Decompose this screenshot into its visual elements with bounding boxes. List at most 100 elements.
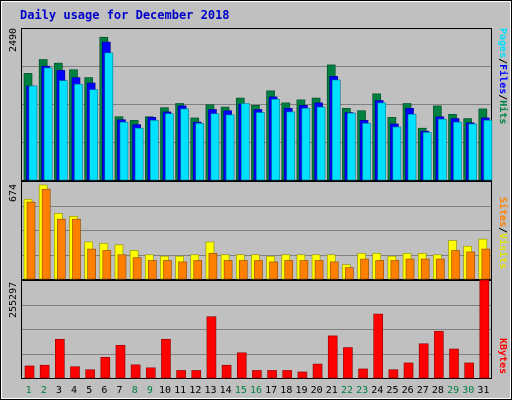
bar-pages: [28, 85, 38, 181]
bar-pages: [256, 112, 265, 181]
top-panel-legend: Pages/Files/Hits: [497, 28, 508, 124]
bar-sites: [466, 251, 475, 280]
panel-frame: [21, 280, 492, 379]
day-label: 19: [295, 385, 307, 396]
bar-pages: [195, 123, 205, 181]
bar-kbytes: [191, 370, 202, 379]
bar-kbytes: [373, 313, 384, 379]
bar-sites: [57, 218, 66, 280]
day-label: 20: [311, 385, 323, 396]
day-label: 12: [189, 385, 201, 396]
bar-sites: [26, 201, 36, 280]
legend-pages: Pages: [497, 28, 508, 59]
day-label: 22: [341, 385, 353, 396]
day-label: 27: [417, 385, 429, 396]
bar-sites: [269, 261, 278, 280]
bar-kbytes: [358, 368, 368, 379]
bar-pages: [240, 103, 250, 181]
bar-kbytes: [343, 347, 353, 379]
day-label: 21: [326, 385, 338, 396]
bar-kbytes: [297, 371, 308, 379]
bar-kbytes: [161, 338, 171, 379]
bar-pages: [43, 67, 53, 181]
bar-sites: [481, 248, 491, 280]
bar-kbytes: [70, 366, 80, 379]
legend-files: Files: [497, 64, 508, 95]
bar-kbytes: [434, 331, 444, 379]
bar-sites: [132, 257, 142, 280]
bar-kbytes: [252, 370, 262, 379]
bar-sites: [72, 218, 81, 280]
bar-sites: [41, 188, 51, 280]
bar-kbytes: [85, 369, 95, 379]
bar-sites: [299, 260, 309, 280]
bar-pages: [438, 118, 447, 181]
bar-pages: [331, 79, 341, 181]
day-label: 25: [386, 385, 398, 396]
legend-kbytes: KBytes: [497, 338, 508, 375]
day-label: 26: [402, 385, 414, 396]
bar-kbytes: [267, 370, 277, 379]
bar-sites: [420, 258, 430, 280]
bar-sites: [87, 248, 96, 280]
bar-kbytes: [479, 279, 490, 379]
bar-pages: [483, 120, 493, 181]
bar-sites: [360, 258, 369, 280]
day-label: 18: [280, 385, 292, 396]
bar-pages: [316, 106, 326, 181]
bar-pages: [286, 111, 296, 181]
bar-kbytes: [176, 370, 186, 379]
legend-visits: Visits: [497, 233, 508, 270]
mid-panel-legend: Sites/Visits: [497, 197, 508, 269]
mid-panel-max-label: 674: [8, 183, 19, 202]
bar-sites: [178, 261, 187, 280]
bar-pages: [392, 126, 402, 181]
bar-sites: [163, 260, 172, 280]
day-label: 17: [265, 385, 277, 396]
bar-kbytes: [464, 362, 474, 379]
day-label: 2: [41, 385, 47, 396]
day-label: 30: [462, 385, 474, 396]
top-panel-max-label: 2490: [8, 27, 19, 52]
day-label: 10: [159, 385, 171, 396]
bar-pages: [74, 83, 83, 181]
bar-sites: [193, 260, 203, 280]
bar-kbytes: [145, 367, 156, 379]
bar-pages: [347, 112, 356, 181]
bar-pages: [271, 98, 280, 181]
bar-pages: [362, 123, 371, 181]
bar-pages: [422, 132, 432, 181]
bot-panel-max-label: 255297: [8, 281, 19, 318]
bar-sites: [223, 260, 233, 280]
day-label: 28: [432, 385, 444, 396]
day-label: 6: [101, 385, 107, 396]
bar-pages: [468, 123, 477, 181]
bar-sites: [102, 250, 112, 280]
legend-hits: Hits: [497, 100, 508, 125]
bar-kbytes: [115, 344, 126, 379]
bar-kbytes: [100, 357, 111, 379]
bar-kbytes: [39, 364, 50, 379]
bar-pages: [453, 121, 462, 181]
bar-kbytes: [206, 316, 217, 379]
bot-panel-legend: KBytes: [497, 338, 508, 374]
bar-pages: [407, 114, 417, 181]
bar-pages: [210, 113, 220, 181]
bar-sites: [375, 260, 385, 280]
bar-pages: [89, 89, 98, 181]
bar-kbytes: [236, 352, 247, 379]
bar-sites: [390, 260, 400, 280]
day-label: 5: [86, 385, 92, 396]
bar-sites: [254, 260, 263, 280]
bar-sites: [345, 267, 354, 280]
day-label: 31: [477, 385, 489, 396]
bar-pages: [165, 113, 174, 181]
day-label: 16: [250, 385, 262, 396]
day-label: 4: [71, 385, 77, 396]
bar-kbytes: [130, 364, 141, 379]
bar-pages: [180, 108, 189, 181]
bar-pages: [134, 127, 144, 181]
day-label: 3: [56, 385, 62, 396]
